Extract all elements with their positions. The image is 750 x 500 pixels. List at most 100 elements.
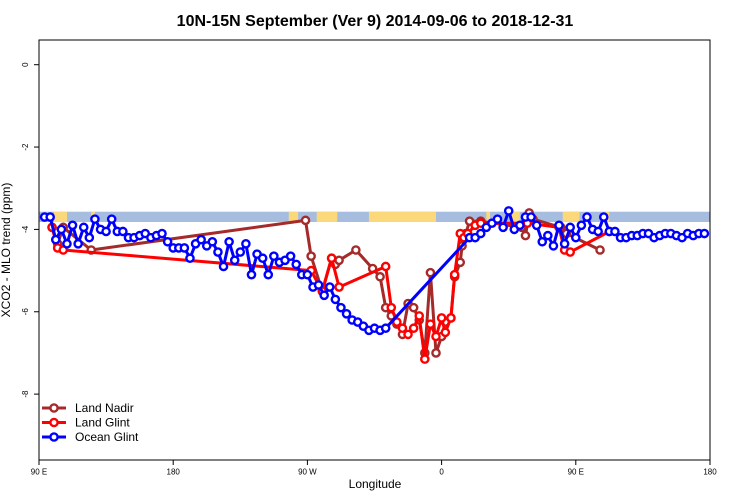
ocean-glint-point	[565, 222, 576, 233]
land-glint-point	[431, 331, 441, 342]
ocean-glint-point	[610, 226, 620, 237]
x-axis-label: Longitude	[349, 477, 402, 491]
land-glint-point	[403, 329, 413, 340]
ocean-glint-point	[503, 206, 514, 216]
land-patch	[316, 211, 338, 222]
land-glint-point	[449, 269, 460, 280]
ocean-glint-point	[330, 294, 341, 305]
y-tick-label: 0	[21, 62, 30, 67]
land-patch	[288, 211, 299, 222]
land-nadir-point	[431, 348, 441, 358]
ocean-glint-point	[543, 230, 553, 241]
ocean-glint-series	[39, 206, 710, 336]
ocean-glint-point	[576, 220, 587, 231]
ocean-glint-point	[313, 280, 324, 290]
ocean-glint-point	[246, 269, 257, 280]
ocean-glint-point	[582, 212, 592, 222]
legend-label: Land Glint	[75, 416, 130, 430]
ocean-glint-point	[218, 261, 229, 272]
legend-label: Land Nadir	[75, 401, 134, 415]
land-glint-point	[440, 327, 451, 338]
ocean-glint-point	[207, 236, 218, 247]
ocean-glint-point	[498, 222, 508, 233]
land-glint-point	[408, 323, 419, 334]
legend-item-land-glint: Land Glint	[42, 416, 130, 430]
x-tick-label: 180	[167, 468, 181, 477]
land-glint-point	[414, 311, 425, 321]
y-tick-label: -8	[21, 390, 30, 398]
x-tick-label: 180	[703, 468, 717, 477]
ocean-glint-point	[45, 212, 55, 222]
ocean-glint-point	[118, 226, 128, 237]
ocean-glint-point	[598, 212, 609, 222]
x-tick-label: 0	[439, 468, 444, 477]
x-tick-label: 90 W	[298, 468, 317, 477]
legend-marker	[49, 417, 59, 428]
land-glint-point	[386, 302, 397, 313]
ocean-glint-point	[526, 212, 536, 222]
land-patch	[562, 211, 580, 222]
land-patch	[53, 211, 67, 222]
land-patch	[368, 211, 437, 222]
ocean-glint-point	[302, 269, 313, 280]
ocean-glint-point	[319, 290, 329, 301]
ocean-glint-point	[62, 239, 72, 249]
ocean-glint-point	[73, 239, 83, 249]
land-glint-point	[334, 282, 344, 292]
ocean-glint-point	[224, 236, 234, 247]
ocean-glint-point	[101, 226, 111, 237]
ocean-glint-point	[571, 232, 581, 243]
land-nadir-point	[351, 245, 361, 255]
ocean-glint-point	[179, 243, 190, 253]
land-patch	[510, 211, 520, 222]
ocean-glint-point	[531, 220, 542, 231]
ocean-glint-point	[106, 214, 117, 224]
ocean-glint-point	[492, 214, 503, 224]
y-tick-label: -2	[21, 143, 30, 151]
land-nadir-point	[300, 215, 311, 226]
land-nadir-point	[375, 271, 385, 282]
land-glint-point	[397, 323, 408, 334]
land-mask	[39, 211, 710, 222]
ocean-glint-point	[475, 228, 486, 239]
ocean-glint-point	[257, 253, 268, 264]
land-nadir-point	[595, 245, 605, 255]
land-nadir-point	[306, 251, 316, 261]
ocean-glint-point	[515, 220, 525, 231]
ocean-glint-point	[537, 236, 548, 247]
land-glint-point	[446, 313, 456, 323]
land-patch	[486, 211, 491, 222]
land-glint-point	[436, 313, 447, 323]
ocean-glint-point	[554, 220, 564, 231]
land-nadir-point	[520, 230, 531, 241]
legend-marker	[49, 403, 59, 413]
ocean-glint-point	[593, 226, 603, 237]
ocean-glint-point	[324, 282, 335, 292]
land-nadir-point	[334, 255, 344, 266]
ocean-glint-point	[336, 302, 346, 313]
ocean-glint-point	[380, 323, 391, 334]
x-tick-label: 90 E	[31, 468, 47, 477]
ocean-glint-point	[291, 259, 302, 270]
land-glint-point	[565, 247, 576, 257]
legend-item-ocean-glint: Ocean Glint	[42, 430, 139, 444]
legend-item-land-nadir: Land Nadir	[42, 401, 134, 415]
ocean-glint-point	[50, 234, 61, 245]
ocean-glint-point	[241, 239, 251, 249]
legend-label: Ocean Glint	[75, 430, 139, 444]
ocean-glint-point	[185, 253, 195, 264]
y-axis: 0 -2 -4 -6 -8	[21, 62, 39, 398]
series-layer	[39, 206, 710, 364]
ocean-glint-point	[213, 247, 223, 257]
ocean-glint-point	[285, 251, 296, 261]
ocean-glint-point	[157, 228, 167, 239]
ocean-glint-point	[67, 220, 78, 231]
x-axis: 90 E 180 90 W 0 90 E 180	[31, 460, 717, 477]
land-glint-point	[380, 261, 391, 272]
ocean-glint-point	[78, 222, 89, 233]
y-tick-label: -4	[21, 225, 30, 233]
land-glint-point	[420, 354, 430, 364]
land-glint-point	[326, 253, 337, 264]
ocean-glint-point	[229, 255, 240, 266]
